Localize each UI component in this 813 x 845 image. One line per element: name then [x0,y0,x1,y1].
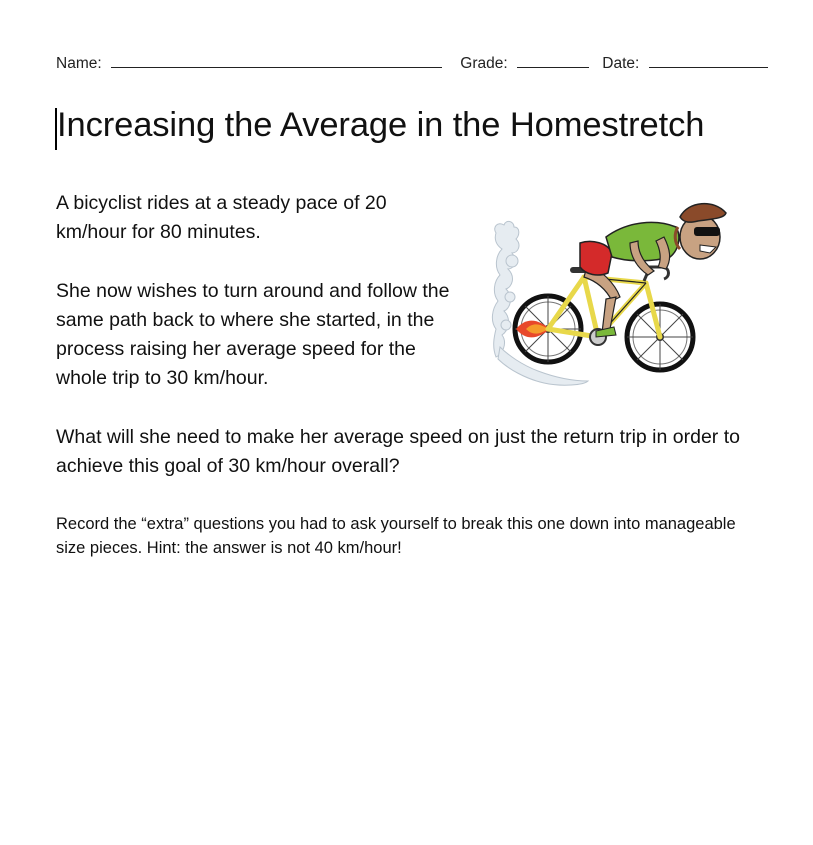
name-label: Name: [56,55,102,72]
dust-cloud [491,220,590,386]
problem-question[interactable]: What will she need to make her average s… [56,426,740,477]
instructions-text[interactable]: Record the “extra” questions you had to … [56,515,736,557]
cyclist-illustration-icon [491,203,727,386]
grade-label: Grade: [460,55,508,72]
problem-paragraph-2[interactable]: She now wishes to turn around and follow… [56,280,450,389]
rider-head [673,203,727,260]
sunglasses [694,227,720,236]
flame [516,320,550,338]
text-cursor [55,108,57,150]
name-field[interactable] [110,53,442,68]
rider-shorts [579,240,613,276]
page-title[interactable]: Increasing the Average in the Homestretc… [57,106,705,144]
student-info-line: Name: Grade: Date: [56,53,768,73]
date-label: Date: [602,55,640,72]
date-field[interactable] [648,53,768,68]
rider-arms [629,236,671,276]
grade-field[interactable] [516,53,589,68]
problem-paragraph-1[interactable]: A bicyclist rides at a steady pace of 20… [56,192,387,243]
